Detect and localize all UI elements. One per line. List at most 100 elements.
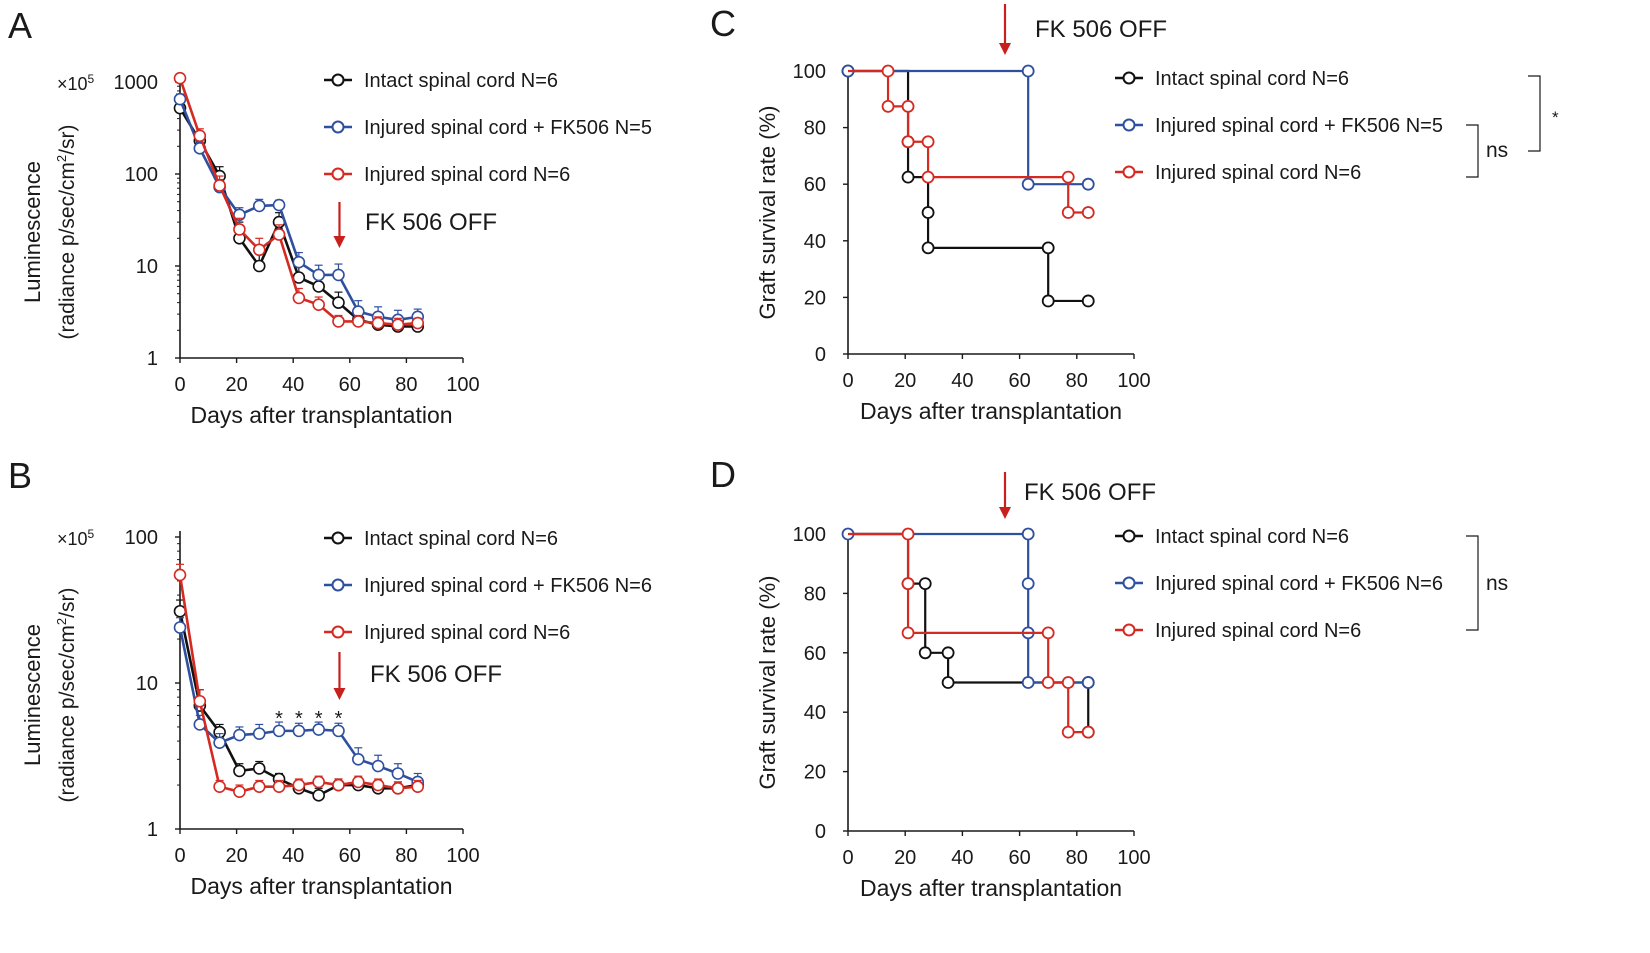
y-multiplier: ×105 [57,527,95,549]
data-point [312,298,325,311]
data-point [921,206,935,219]
y-tick-label: 1000 [114,72,159,94]
y-tick-label: 10 [136,673,158,695]
x-tick-label: 40 [282,374,304,396]
legend-label: Intact spinal cord N=6 [1155,68,1349,90]
x-tick-label: 100 [1117,847,1150,869]
data-point [901,626,915,640]
data-point [1021,676,1035,689]
series-injured [173,563,425,799]
significance-star: * [275,708,283,730]
legend-label: Injured spinal cord N=6 [364,164,570,186]
series-line [848,532,1089,684]
data-point [292,291,306,305]
y-axis-label: Luminescence [20,161,45,303]
data-point [332,724,345,738]
x-tick-label: 80 [395,845,417,867]
data-point [272,198,286,212]
data-point [941,676,955,689]
panel-a: A 0 20 40 60 80 100 1 10 100 1000 Days after transp… [8,5,652,428]
legend-label: Intact spinal cord N=6 [364,528,558,550]
x-tick-label: 60 [1008,370,1030,392]
data-point [173,568,187,582]
series-line [178,627,419,784]
data-point [213,179,226,192]
data-point [901,99,915,113]
legend-marker [331,531,345,545]
data-point [1041,241,1055,255]
x-tick-label: 0 [842,847,853,869]
y-tick-label: 40 [804,231,826,253]
y-axis-unit-sup: 2 [54,155,69,162]
data-point [391,318,405,332]
data-point [1061,170,1075,184]
y-tick-label: 1 [147,348,158,370]
data-point [1021,64,1035,78]
y-tick-label: 1 [147,819,158,841]
x-tick-label: 0 [174,845,185,867]
y-tick-label: 0 [815,344,826,366]
series-line [178,77,418,327]
data-point [1081,725,1095,739]
x-tick-label: 100 [1117,370,1150,392]
data-point [1041,294,1055,308]
data-point [351,753,365,766]
data-point [1061,676,1075,689]
legend-marker [331,578,345,592]
y-axis-unit-tail: /sr) [56,588,79,618]
legend-marker [1122,576,1136,590]
panel-letter: B [8,455,32,496]
data-point [332,778,345,792]
data-point [312,723,325,736]
fk506-off-arrowhead [333,236,346,248]
data-point [371,759,385,773]
data-point [1021,527,1035,541]
x-tick-label: 40 [951,370,973,392]
y-tick-label: 20 [804,287,826,309]
y-multiplier-base: ×10 [57,529,88,549]
y-axis-unit-main: (radiance p/sec/cm [56,162,79,339]
panel-letter: D [710,454,736,495]
data-point [1021,577,1035,590]
y-tick-label: 100 [793,524,826,546]
x-tick-label: 100 [446,374,479,396]
x-tick-label: 0 [174,374,185,396]
data-point [1061,725,1075,739]
series-fk506 [841,64,1095,191]
fk506-off-label: FK 506 OFF [370,661,502,688]
data-point [391,767,405,780]
y-tick-label: 100 [125,527,158,549]
data-point [173,92,187,106]
legend-marker [331,120,345,134]
data-point [881,99,895,113]
y-axis-unit-label: (radiance p/sec/cm2/sr) [54,125,79,340]
legend-marker [331,73,345,87]
data-point [918,646,932,660]
significance-star: * [1552,108,1559,127]
significance-star: * [315,708,323,730]
legend-label: Injured spinal cord + FK506 N=6 [1155,573,1443,595]
x-tick-label: 80 [1066,847,1088,869]
ns-bracket [1466,124,1479,178]
data-point [1081,206,1095,219]
x-tick-label: 20 [894,847,916,869]
data-point [921,241,935,255]
data-point [1081,177,1095,191]
x-tick-label: 60 [339,374,361,396]
series-line [848,69,1089,214]
legend-label: Injured spinal cord N=6 [1155,162,1361,184]
y-multiplier-base: ×10 [57,74,88,94]
data-point [252,727,266,740]
data-point [921,135,935,149]
x-tick-label: 0 [842,370,853,392]
x-tick-label: 20 [225,374,247,396]
legend-label: Injured spinal cord N=6 [1155,620,1361,642]
y-multiplier-exp: 5 [88,72,95,86]
data-point [292,255,306,269]
data-point [292,778,306,792]
y-tick-label: 20 [804,762,826,784]
series-injured [848,64,1095,219]
legend-marker [1122,165,1136,179]
y-tick-label: 0 [815,821,826,843]
